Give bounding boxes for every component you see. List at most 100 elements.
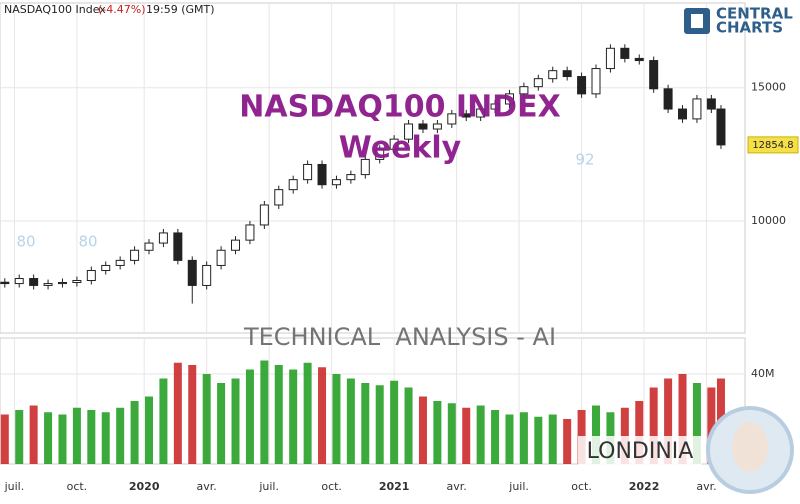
volume-bar bbox=[318, 367, 327, 464]
candle-body bbox=[331, 179, 341, 186]
volume-bar bbox=[447, 403, 456, 464]
candle-body bbox=[274, 189, 284, 206]
volume-bar bbox=[202, 374, 211, 464]
volume-panel bbox=[0, 337, 746, 465]
candle-body bbox=[577, 76, 587, 95]
y-tick-label: 10000 bbox=[751, 214, 786, 227]
volume-bar bbox=[72, 407, 81, 464]
x-tick-label: juil. bbox=[508, 480, 529, 493]
volume-bar bbox=[0, 414, 9, 464]
volume-bar bbox=[87, 410, 96, 464]
x-tick-label: avr. bbox=[197, 480, 217, 493]
volume-bar bbox=[346, 378, 355, 464]
volume-bar bbox=[404, 387, 413, 464]
volume-bar bbox=[15, 410, 24, 464]
x-tick-label: juil. bbox=[258, 480, 279, 493]
logo: CENTRAL CHARTS bbox=[684, 5, 793, 37]
watermark-label: 92 bbox=[575, 151, 594, 169]
candle-body bbox=[144, 242, 154, 251]
candle-body bbox=[29, 278, 39, 286]
x-tick-label: 2020 bbox=[129, 480, 160, 493]
volume-bar bbox=[433, 401, 442, 464]
candle-body bbox=[447, 113, 457, 125]
title: NASDAQ100 INDEX bbox=[239, 90, 560, 125]
volume-bar bbox=[563, 419, 572, 464]
change: (-4.47%) bbox=[98, 3, 146, 16]
candle-body bbox=[43, 283, 53, 286]
candle-body bbox=[692, 98, 702, 120]
candle-body bbox=[418, 123, 428, 130]
volume-bar bbox=[548, 414, 557, 464]
volume-bar bbox=[692, 383, 701, 464]
candle-body bbox=[461, 113, 471, 118]
candle-body bbox=[14, 278, 24, 285]
volume-bar bbox=[707, 387, 716, 464]
price-panel bbox=[0, 2, 746, 334]
volume-bar bbox=[519, 412, 528, 464]
candle-body bbox=[519, 86, 529, 95]
volume-bar bbox=[678, 374, 687, 464]
volume-bar bbox=[505, 414, 514, 464]
subtitle: Weekly bbox=[339, 131, 462, 166]
volume-bar bbox=[145, 396, 153, 464]
y-tick-label: 15000 bbox=[751, 81, 786, 94]
candle-body bbox=[663, 88, 673, 110]
candle-body bbox=[605, 47, 615, 70]
candle-body bbox=[72, 280, 82, 284]
volume-bar bbox=[418, 396, 427, 464]
logo-icon-inner bbox=[691, 14, 703, 28]
volume-bar bbox=[130, 401, 139, 464]
candle-body bbox=[115, 259, 125, 266]
volume-bar bbox=[592, 405, 600, 464]
volume-bar bbox=[390, 380, 399, 464]
candle-body bbox=[0, 281, 10, 285]
volume-bar bbox=[159, 378, 168, 464]
avatar-face bbox=[732, 422, 768, 472]
candle-body bbox=[716, 108, 726, 146]
time: 19:59 (GMT) bbox=[146, 3, 215, 16]
candle-body bbox=[158, 232, 168, 244]
footer-brand: LONDINIA bbox=[587, 439, 694, 464]
volume-bar bbox=[245, 369, 254, 464]
x-tick-label: oct. bbox=[571, 480, 592, 493]
volume-bar bbox=[332, 374, 341, 464]
candle-body bbox=[173, 232, 183, 261]
candle-body bbox=[288, 179, 298, 191]
candle-body bbox=[404, 123, 414, 140]
candles bbox=[0, 44, 726, 304]
volume-bar bbox=[188, 365, 197, 464]
last-price-box bbox=[747, 136, 799, 154]
candle-body bbox=[490, 103, 500, 110]
volume-bar bbox=[58, 414, 67, 464]
volume-bar bbox=[173, 362, 182, 464]
watermark-label: 80 bbox=[16, 233, 35, 251]
candle-body bbox=[317, 163, 327, 186]
volume-bars bbox=[0, 360, 725, 464]
x-tick-label: oct. bbox=[67, 480, 88, 493]
x-tick-label: oct. bbox=[321, 480, 342, 493]
volume-bar bbox=[462, 407, 471, 464]
watermark-label: 80 bbox=[78, 233, 97, 251]
candle-body bbox=[259, 204, 269, 226]
candle-body bbox=[130, 249, 140, 261]
volume-bar bbox=[491, 410, 500, 464]
candle-body bbox=[548, 70, 558, 80]
volume-bar bbox=[534, 416, 543, 464]
brand-line: CHARTS bbox=[716, 19, 783, 37]
volume-bar bbox=[260, 360, 269, 464]
candle-body bbox=[591, 68, 601, 95]
candle-body bbox=[504, 93, 514, 105]
volume-bar bbox=[101, 412, 110, 464]
candle-body bbox=[346, 174, 356, 181]
banner: TECHNICAL ANALYSIS - AI bbox=[243, 323, 556, 351]
candle-body bbox=[678, 108, 688, 120]
candle-body bbox=[303, 163, 313, 181]
brand-line: CENTRAL bbox=[716, 5, 793, 23]
candle-body bbox=[562, 70, 572, 78]
volume-bar bbox=[231, 378, 240, 464]
volume-bar bbox=[44, 412, 53, 464]
volume-bar bbox=[289, 369, 298, 464]
volume-bar bbox=[375, 385, 384, 464]
candle-body bbox=[231, 239, 241, 251]
